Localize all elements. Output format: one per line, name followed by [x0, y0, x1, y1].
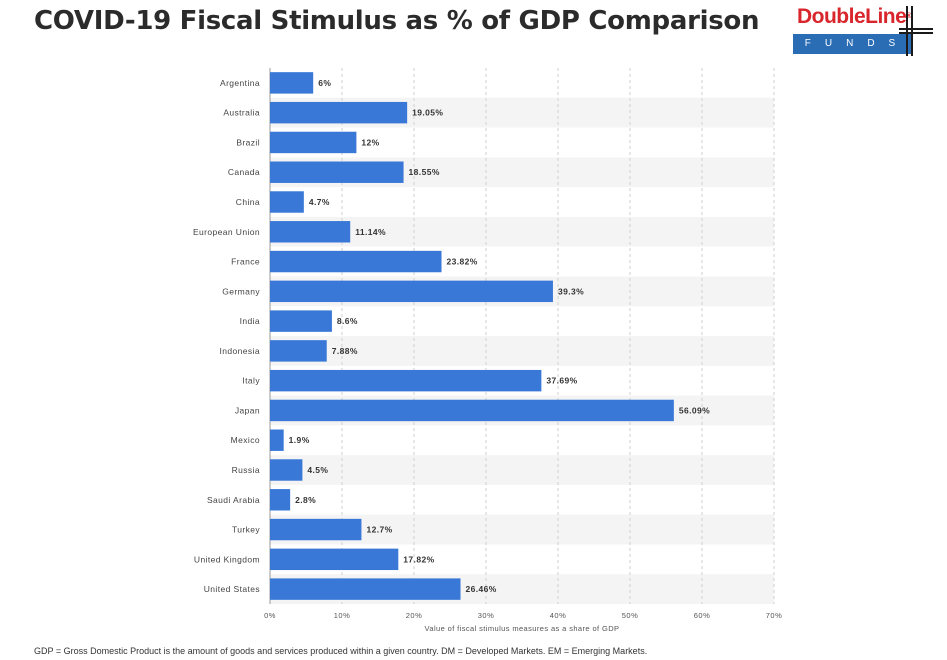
category-label: European Union — [193, 227, 260, 237]
bar — [270, 340, 327, 362]
category-label: India — [240, 316, 260, 326]
logo-registered-mark: ® — [906, 13, 911, 20]
bar — [270, 191, 304, 213]
doubleline-logo: DoubleLine® FUNDS — [793, 4, 933, 56]
category-label: France — [231, 257, 260, 267]
bar — [270, 280, 553, 303]
x-tick-label: 60% — [694, 611, 711, 620]
bar — [270, 221, 351, 243]
value-label: 26.46% — [466, 584, 497, 594]
bar — [270, 518, 362, 541]
page-title: COVID-19 Fiscal Stimulus as % of GDP Com… — [34, 6, 760, 36]
bar — [270, 429, 284, 451]
x-axis-title: Value of fiscal stimulus measures as a s… — [425, 624, 620, 633]
category-label: United States — [204, 584, 260, 594]
value-label: 37.69% — [546, 376, 577, 386]
bar — [270, 399, 674, 422]
bar — [270, 161, 404, 183]
value-label: 4.5% — [307, 465, 328, 475]
value-label: 12% — [361, 137, 379, 147]
bar — [270, 250, 442, 273]
category-label: Brazil — [236, 137, 260, 147]
value-label: 12.7% — [366, 525, 392, 535]
value-label: 8.6% — [337, 316, 358, 326]
x-tick-label: 70% — [766, 611, 783, 620]
category-label: Japan — [235, 405, 260, 415]
category-label: Australia — [223, 108, 260, 118]
bar — [270, 578, 461, 600]
category-label: Saudi Arabia — [207, 495, 260, 505]
bar — [270, 101, 408, 124]
footnote: GDP = Gross Domestic Product is the amou… — [34, 646, 648, 656]
category-label: Russia — [232, 465, 260, 475]
row-stripe — [270, 455, 774, 485]
category-label: Turkey — [232, 525, 260, 535]
category-label: Indonesia — [220, 346, 260, 356]
value-label: 19.05% — [412, 108, 443, 118]
value-label: 23.82% — [447, 257, 478, 267]
value-label: 4.7% — [309, 197, 330, 207]
bar — [270, 131, 357, 154]
logo-cross-line — [906, 6, 908, 56]
category-label: Italy — [242, 376, 260, 386]
logo-cross-line — [899, 32, 933, 34]
x-tick-label: 20% — [406, 611, 423, 620]
category-label: China — [236, 197, 260, 207]
x-tick-label: 40% — [550, 611, 567, 620]
logo-cross-line — [911, 6, 913, 56]
category-label: Germany — [222, 286, 260, 296]
bar — [270, 548, 399, 571]
value-label: 7.88% — [332, 346, 358, 356]
value-label: 17.82% — [403, 554, 434, 564]
value-label: 1.9% — [289, 435, 310, 445]
value-label: 2.8% — [295, 495, 316, 505]
category-label: Argentina — [220, 78, 260, 88]
bar — [270, 459, 303, 481]
x-tick-label: 50% — [622, 611, 639, 620]
bar — [270, 72, 314, 94]
bar — [270, 489, 291, 511]
category-label: Canada — [228, 167, 260, 177]
x-tick-label: 30% — [478, 611, 495, 620]
logo-cross-line — [899, 28, 933, 30]
bar — [270, 310, 332, 332]
x-tick-label: 10% — [334, 611, 351, 620]
value-label: 56.09% — [679, 405, 710, 415]
logo-wordmark: DoubleLine® — [793, 4, 911, 30]
bar — [270, 369, 542, 392]
value-label: 18.55% — [409, 167, 440, 177]
x-tick-label: 0% — [264, 611, 276, 620]
category-label: Mexico — [231, 435, 260, 445]
logo-funds-bar: FUNDS — [793, 34, 911, 54]
row-stripe — [270, 216, 774, 247]
value-label: 6% — [318, 78, 331, 88]
row-stripe — [270, 336, 774, 366]
value-label: 11.14% — [355, 227, 386, 237]
category-label: United Kingdom — [194, 554, 260, 564]
logo-brand: DoubleLine — [796, 5, 907, 28]
value-label: 39.3% — [558, 286, 584, 296]
